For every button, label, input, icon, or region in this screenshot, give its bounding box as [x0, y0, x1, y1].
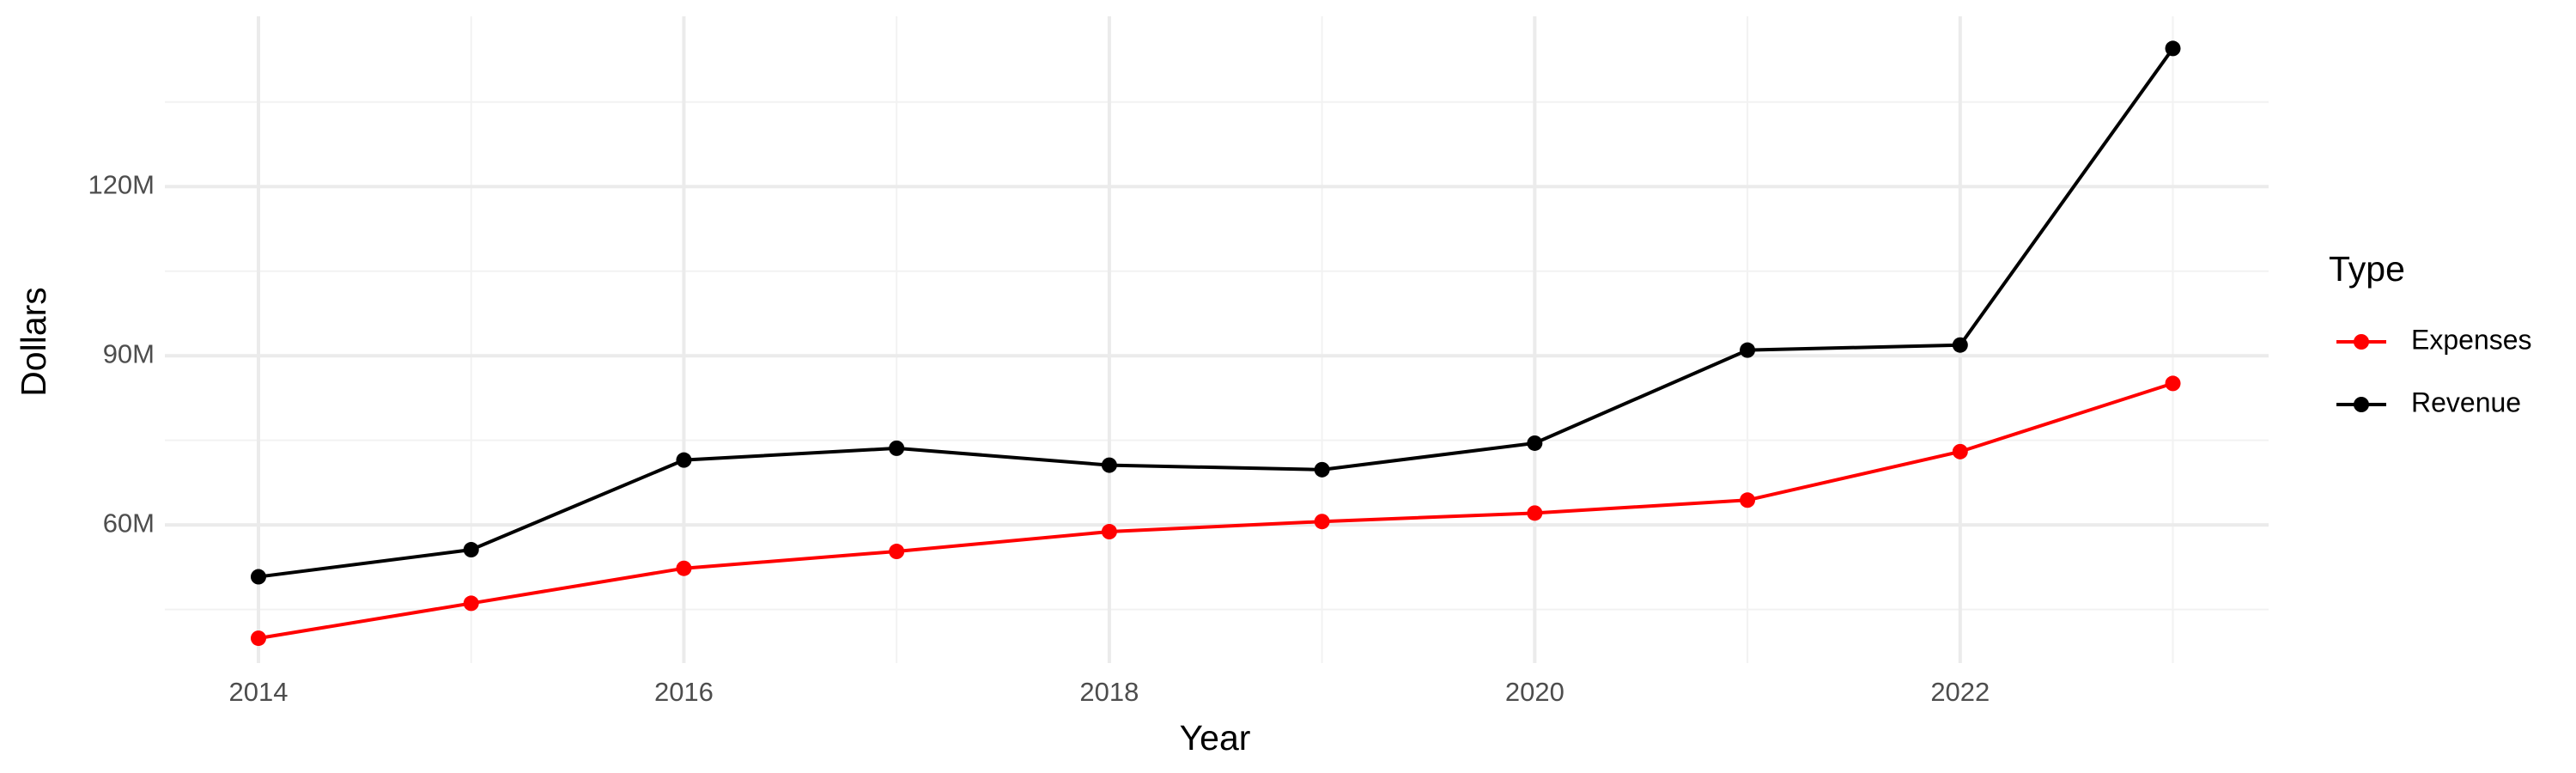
data-point — [889, 440, 905, 456]
data-point — [1740, 492, 1756, 508]
data-point — [463, 595, 479, 612]
series-line — [258, 381, 2174, 641]
y-axis-title: Dollars — [14, 287, 53, 397]
x-tick-label: 2022 — [1930, 677, 1990, 707]
data-point — [1952, 337, 1968, 353]
data-point — [250, 569, 266, 585]
data-point — [676, 560, 692, 576]
x-tick-label: 2020 — [1505, 677, 1564, 707]
x-tick-label: 2014 — [229, 677, 289, 707]
data-point — [1101, 524, 1117, 540]
y-tick-label: 90M — [103, 338, 155, 368]
x-tick-label: 2016 — [654, 677, 714, 707]
data-point — [1527, 435, 1543, 451]
data-point — [1527, 505, 1543, 521]
legend-label: Expenses — [2411, 324, 2532, 355]
x-axis-title: Year — [1180, 718, 1251, 758]
y-tick-label: 120M — [88, 169, 155, 199]
data-point — [1740, 342, 1756, 358]
series-line — [258, 47, 2175, 579]
data-point — [250, 630, 266, 647]
legend-point — [2354, 397, 2369, 412]
data-point — [463, 542, 479, 558]
legend-point — [2354, 334, 2369, 350]
legend-title: Type — [2329, 249, 2405, 289]
data-point — [1952, 443, 1968, 460]
data-point — [1101, 457, 1117, 473]
data-point — [1314, 514, 1330, 530]
y-tick-label: 60M — [103, 508, 155, 538]
data-point — [889, 544, 905, 560]
x-tick-label: 2018 — [1079, 677, 1139, 707]
data-point — [676, 452, 692, 468]
legend-label: Revenue — [2411, 386, 2521, 417]
data-point — [2165, 375, 2181, 392]
data-point — [1314, 461, 1330, 478]
data-point — [2165, 40, 2181, 57]
